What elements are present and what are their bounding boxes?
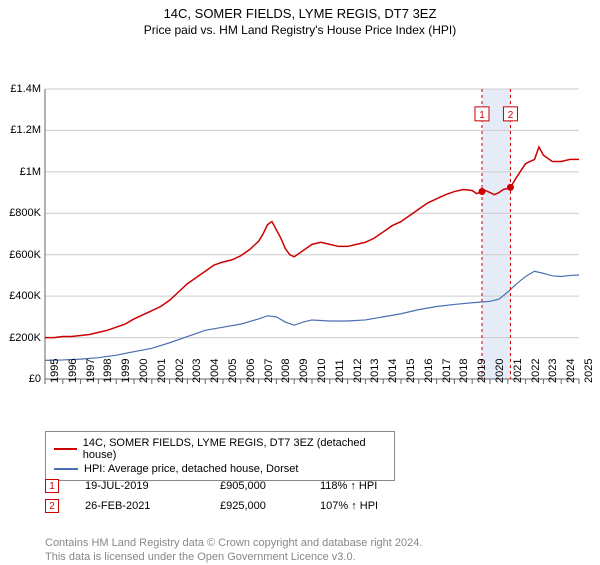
x-tick-label: 2011 [334, 359, 346, 383]
x-tick-label: 2009 [298, 359, 310, 383]
attribution: Contains HM Land Registry data © Crown c… [45, 536, 422, 565]
sales-table: 1 19-JUL-2019£905,000118% ↑ HPI 2 26-FEB-20… [45, 476, 440, 516]
attribution-line-1: Contains HM Land Registry data © Crown c… [45, 536, 422, 550]
y-tick-label: £400K [9, 290, 41, 302]
svg-text:2: 2 [508, 110, 514, 121]
x-tick-label: 1998 [102, 359, 114, 383]
x-tick-label: 2013 [369, 359, 381, 383]
sale-price: £925,000 [220, 500, 320, 512]
chart-subtitle: Price paid vs. HM Land Registry's House … [0, 21, 600, 41]
y-tick-label: £800K [9, 207, 41, 219]
sale-date: 19-JUL-2019 [85, 480, 220, 492]
x-tick-label: 2023 [547, 359, 559, 383]
sale-row: 1 19-JUL-2019£905,000118% ↑ HPI [45, 476, 440, 496]
x-tick-label: 2025 [583, 359, 595, 383]
x-tick-label: 2024 [565, 359, 577, 383]
sale-vs-hpi: 118% ↑ HPI [320, 480, 440, 492]
x-tick-label: 2014 [387, 359, 399, 383]
y-tick-label: £0 [29, 373, 41, 385]
x-tick-label: 2002 [174, 359, 186, 383]
plot-area: 12 £0£200K£400K£600K£800K£1M£1.2M£1.4M19… [45, 89, 579, 379]
sale-row: 2 26-FEB-2021£925,000107% ↑ HPI [45, 496, 440, 516]
plot-svg: 12 [45, 89, 579, 379]
x-tick-label: 2006 [245, 359, 257, 383]
x-tick-label: 2015 [405, 359, 417, 383]
x-tick-label: 2000 [138, 359, 150, 383]
sale-price: £905,000 [220, 480, 320, 492]
y-tick-label: £600K [9, 249, 41, 261]
sale-date: 26-FEB-2021 [85, 500, 220, 512]
y-tick-label: £200K [9, 332, 41, 344]
x-tick-label: 2010 [316, 359, 328, 383]
x-tick-label: 2007 [263, 359, 275, 383]
y-tick-label: £1.2M [10, 124, 41, 136]
legend: 14C, SOMER FIELDS, LYME REGIS, DT7 3EZ (… [45, 431, 395, 481]
x-tick-label: 2016 [423, 359, 435, 383]
x-tick-label: 2012 [352, 359, 364, 383]
chart-title: 14C, SOMER FIELDS, LYME REGIS, DT7 3EZ [0, 0, 600, 21]
legend-swatch [54, 448, 77, 450]
legend-swatch [54, 468, 78, 470]
svg-text:1: 1 [479, 110, 485, 121]
legend-item: 14C, SOMER FIELDS, LYME REGIS, DT7 3EZ (… [54, 436, 386, 462]
x-tick-label: 2005 [227, 359, 239, 383]
x-tick-label: 1999 [120, 359, 132, 383]
x-tick-label: 2017 [441, 359, 453, 383]
x-tick-label: 1996 [67, 359, 79, 383]
sale-marker-icon: 2 [45, 499, 59, 513]
x-tick-label: 2019 [476, 359, 488, 383]
y-tick-label: £1M [20, 166, 41, 178]
sale-vs-hpi: 107% ↑ HPI [320, 500, 440, 512]
x-tick-label: 2004 [209, 359, 221, 383]
x-tick-label: 1995 [49, 359, 61, 383]
x-tick-label: 1997 [85, 359, 97, 383]
y-tick-label: £1.4M [10, 83, 41, 95]
x-tick-label: 2020 [494, 359, 506, 383]
x-tick-label: 2001 [156, 359, 168, 383]
legend-item: HPI: Average price, detached house, Dors… [54, 462, 386, 476]
sale-marker-icon: 1 [45, 479, 59, 493]
x-tick-label: 2018 [458, 359, 470, 383]
x-tick-label: 2008 [280, 359, 292, 383]
legend-label: HPI: Average price, detached house, Dors… [84, 463, 298, 475]
legend-label: 14C, SOMER FIELDS, LYME REGIS, DT7 3EZ (… [83, 437, 386, 461]
attribution-line-2: This data is licensed under the Open Gov… [45, 550, 422, 564]
x-tick-label: 2003 [191, 359, 203, 383]
x-tick-label: 2022 [530, 359, 542, 383]
x-tick-label: 2021 [512, 359, 524, 383]
